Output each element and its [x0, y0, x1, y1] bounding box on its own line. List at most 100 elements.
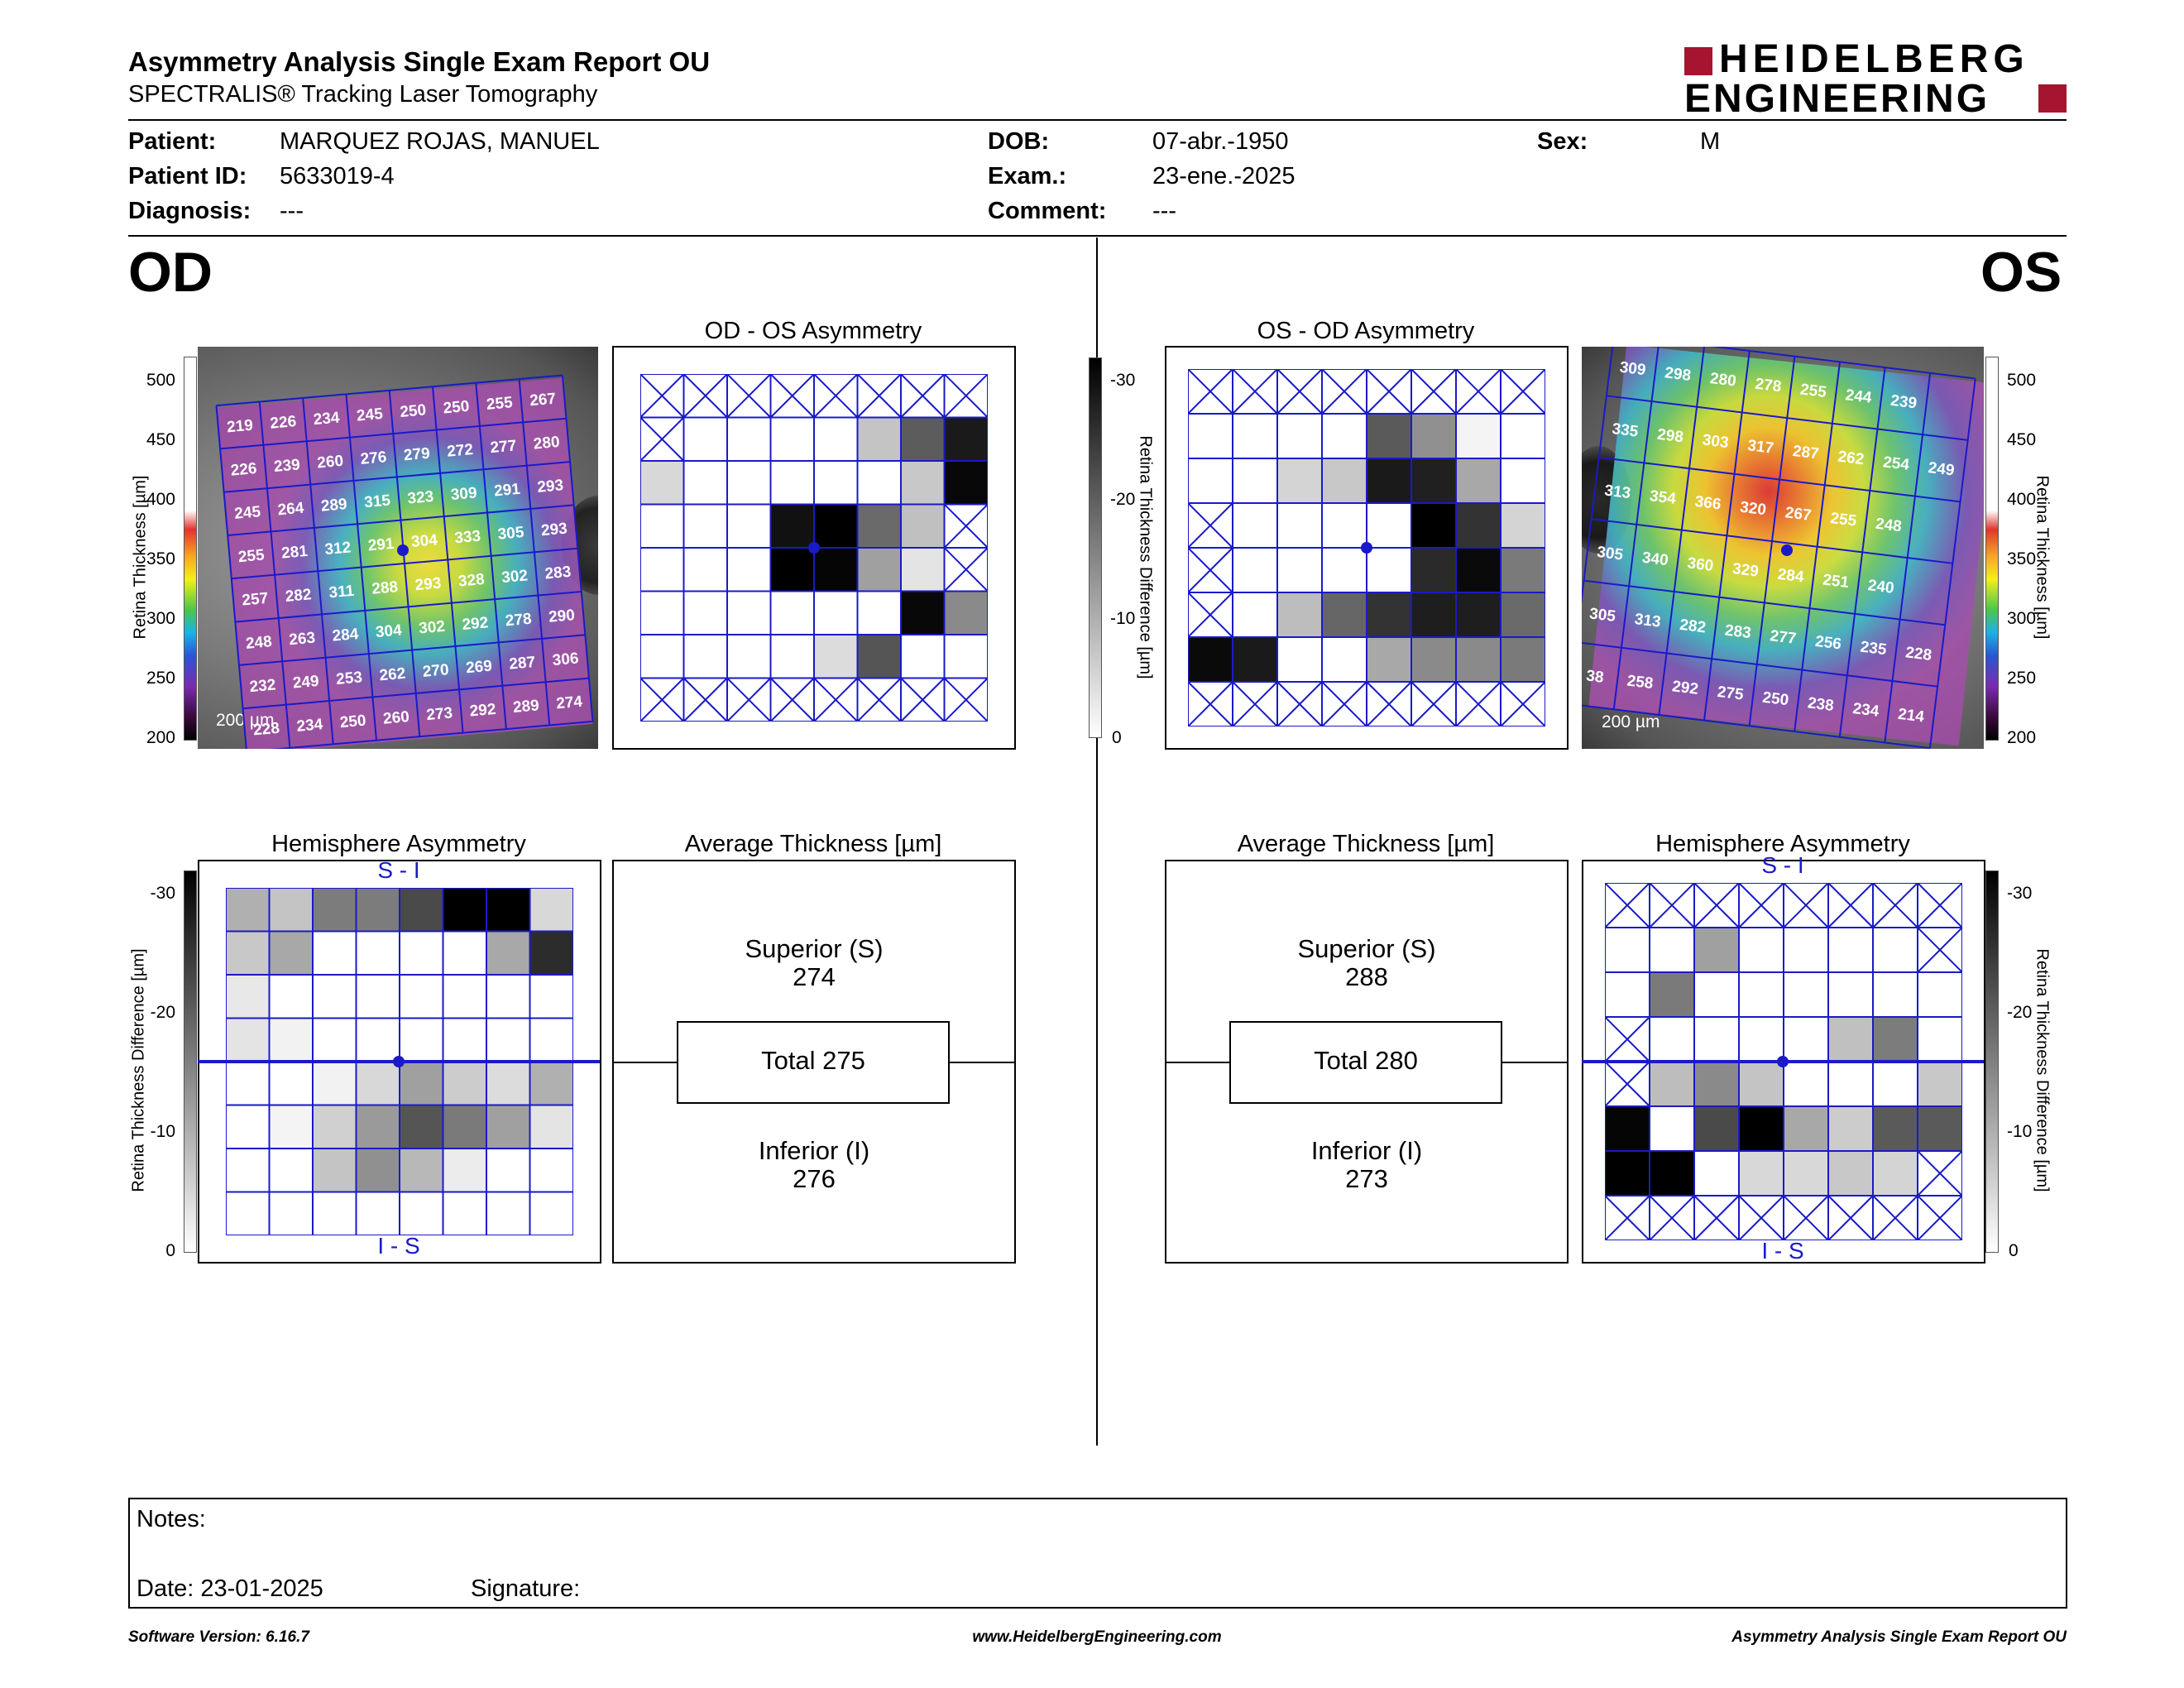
sex-label: Sex:	[1537, 128, 1588, 155]
od-hemi-cell-3-4	[399, 1017, 444, 1062]
os-superior-label: Superior (S)	[1297, 934, 1436, 963]
od-asym-cell-5-3	[769, 590, 815, 635]
od-hemi-tick-m20: -20	[150, 1003, 175, 1022]
od-thickness-value-4-0: 257	[242, 590, 269, 610]
od-hemi-cell-0-7	[529, 888, 573, 933]
os-asym-cell-6-0	[1188, 636, 1233, 683]
od-hemi-cell-4-3	[355, 1061, 400, 1106]
od-asym-cross-7-1	[682, 677, 728, 722]
od-asym-cross-0-3	[769, 374, 815, 419]
os-asym-cross-7-4	[1366, 681, 1412, 727]
os-asym-fovea-dot	[1361, 542, 1372, 554]
od-asym-cell-4-1	[682, 547, 728, 592]
os-thickness-value-1-6: 254	[1882, 453, 1910, 474]
od-asym-cell-6-7	[943, 634, 988, 679]
comment-value: ---	[1152, 198, 1176, 224]
os-eye-label: OS	[1980, 241, 2062, 304]
footer-website[interactable]: www.HeidelbergEngineering.com	[972, 1628, 1222, 1646]
os-thickness-value-2-3: 320	[1739, 499, 1767, 520]
comment-label: Comment:	[988, 198, 1107, 224]
footer-software-version: Software Version: 6.16.7	[128, 1628, 309, 1646]
os-hemi-cell-3-6	[1872, 1016, 1918, 1062]
od-thickness-grid-vline	[561, 375, 594, 722]
os-asym-cross-0-0	[1188, 369, 1233, 415]
exam-label: Exam.:	[988, 163, 1067, 189]
os-thickness-grid-hline	[1591, 518, 1953, 564]
os-hemisphere-grid	[1605, 883, 1962, 1240]
od-thickness-value-7-0: 228	[252, 720, 280, 740]
od-asym-cross-7-2	[726, 677, 772, 722]
od-hemi-cell-2-7	[529, 974, 573, 1019]
os-hemi-cell-6-6	[1872, 1150, 1918, 1196]
os-hemi-cell-4-3	[1738, 1061, 1784, 1107]
date-label: Date: 23-01-2025	[136, 1575, 323, 1602]
od-asym-cell-2-1	[682, 460, 728, 506]
os-asymmetry-panel	[1165, 346, 1569, 750]
od-hemi-cell-1-7	[529, 930, 573, 976]
od-thickness-value-5-5: 292	[462, 614, 489, 634]
os-asym-cross-0-4	[1366, 369, 1412, 415]
od-asym-cross-0-5	[856, 374, 902, 419]
os-tick-450: 450	[2007, 430, 2037, 449]
os-asym-cell-1-7	[1500, 413, 1545, 459]
center-diff-axis-label: Retina Thickness Difference [µm]	[1136, 435, 1155, 679]
od-hemi-cell-7-5	[442, 1191, 487, 1235]
os-thickness-value-2-1: 354	[1649, 487, 1677, 508]
os-asym-cross-0-1	[1232, 369, 1278, 415]
od-thickness-grid-hline	[219, 417, 567, 450]
od-asym-cell-6-2	[726, 634, 772, 679]
patient-id-value: 5633019-4	[280, 163, 395, 189]
od-thickness-value-3-1: 281	[280, 543, 309, 563]
od-asym-cell-1-5	[856, 416, 902, 462]
os-asym-cell-3-5	[1410, 502, 1457, 549]
os-asym-cell-1-4	[1366, 413, 1412, 459]
od-asym-cell-6-6	[900, 634, 946, 679]
od-hemi-cell-1-6	[486, 930, 531, 976]
od-asym-cross-7-7	[943, 677, 988, 722]
os-thickness-grid-hline	[1582, 703, 1931, 749]
center-divider	[1096, 237, 1098, 1446]
od-hemi-cell-4-0	[226, 1061, 271, 1106]
od-thickness-grid-hline	[238, 634, 586, 666]
notes-box[interactable]: Notes: Date: 23-01-2025 Signature:	[128, 1498, 2067, 1609]
os-thickness-value-4-1: 313	[1634, 611, 1662, 631]
os-thickness-grid-group: 309 298 280 278 255 244 239 335 298 303 317 287 262 2…	[1582, 347, 1976, 749]
os-hemi-cell-5-0	[1605, 1105, 1650, 1152]
od-hemi-cell-6-2	[312, 1148, 357, 1193]
os-thickness-value-5-0: 38	[1585, 667, 1605, 686]
od-thickness-grid-hline	[223, 461, 571, 493]
od-hemi-cell-4-6	[486, 1061, 531, 1106]
os-thickness-grid: 309 298 280 278 255 244 239 335 298 303 317 287 262 2…	[1582, 347, 1976, 749]
od-tick-350: 350	[146, 549, 175, 568]
os-thickness-value-0-2: 280	[1709, 370, 1737, 391]
os-thickness-value-2-0: 313	[1603, 482, 1631, 502]
od-asym-cell-1-3	[769, 416, 815, 462]
od-asymmetry-grid	[640, 374, 988, 722]
os-hemi-cell-5-3	[1738, 1105, 1784, 1152]
od-thickness-value-6-0: 232	[249, 676, 276, 696]
os-hemi-cross-0-2	[1693, 883, 1740, 928]
od-asym-cross-7-4	[813, 677, 859, 722]
os-thickness-value-4-4: 277	[1769, 627, 1797, 648]
od-tick-200: 200	[146, 728, 175, 747]
os-hemi-cell-2-7	[1917, 971, 1962, 1018]
od-asym-cell-1-1	[682, 416, 728, 462]
os-hemi-cell-2-1	[1649, 971, 1695, 1018]
os-thickness-ticks: 500 450 400 350 300 250 200	[2005, 348, 2048, 747]
od-asym-cell-5-4	[813, 590, 859, 635]
od-hemi-top-label: S - I	[377, 857, 420, 883]
od-thickness-value-5-6: 278	[505, 611, 532, 631]
dob-label: DOB:	[988, 128, 1050, 155]
os-hemi-cross-0-7	[1917, 883, 1962, 928]
od-thickness-value-3-4: 304	[410, 531, 438, 551]
od-asym-cell-6-4	[813, 634, 859, 679]
os-hemi-cell-2-2	[1693, 971, 1740, 1018]
od-asym-cell-1-2	[726, 416, 772, 462]
os-hemi-cell-4-4	[1783, 1061, 1829, 1107]
os-hemi-cell-2-0	[1605, 971, 1650, 1018]
os-thickness-value-3-1: 340	[1641, 549, 1669, 570]
od-hemi-cell-6-1	[268, 1148, 314, 1193]
os-hemi-cell-3-2	[1693, 1016, 1740, 1062]
od-hemi-cell-5-3	[355, 1104, 400, 1149]
os-asymmetry-title: OS - OD Asymmetry	[1257, 318, 1475, 344]
